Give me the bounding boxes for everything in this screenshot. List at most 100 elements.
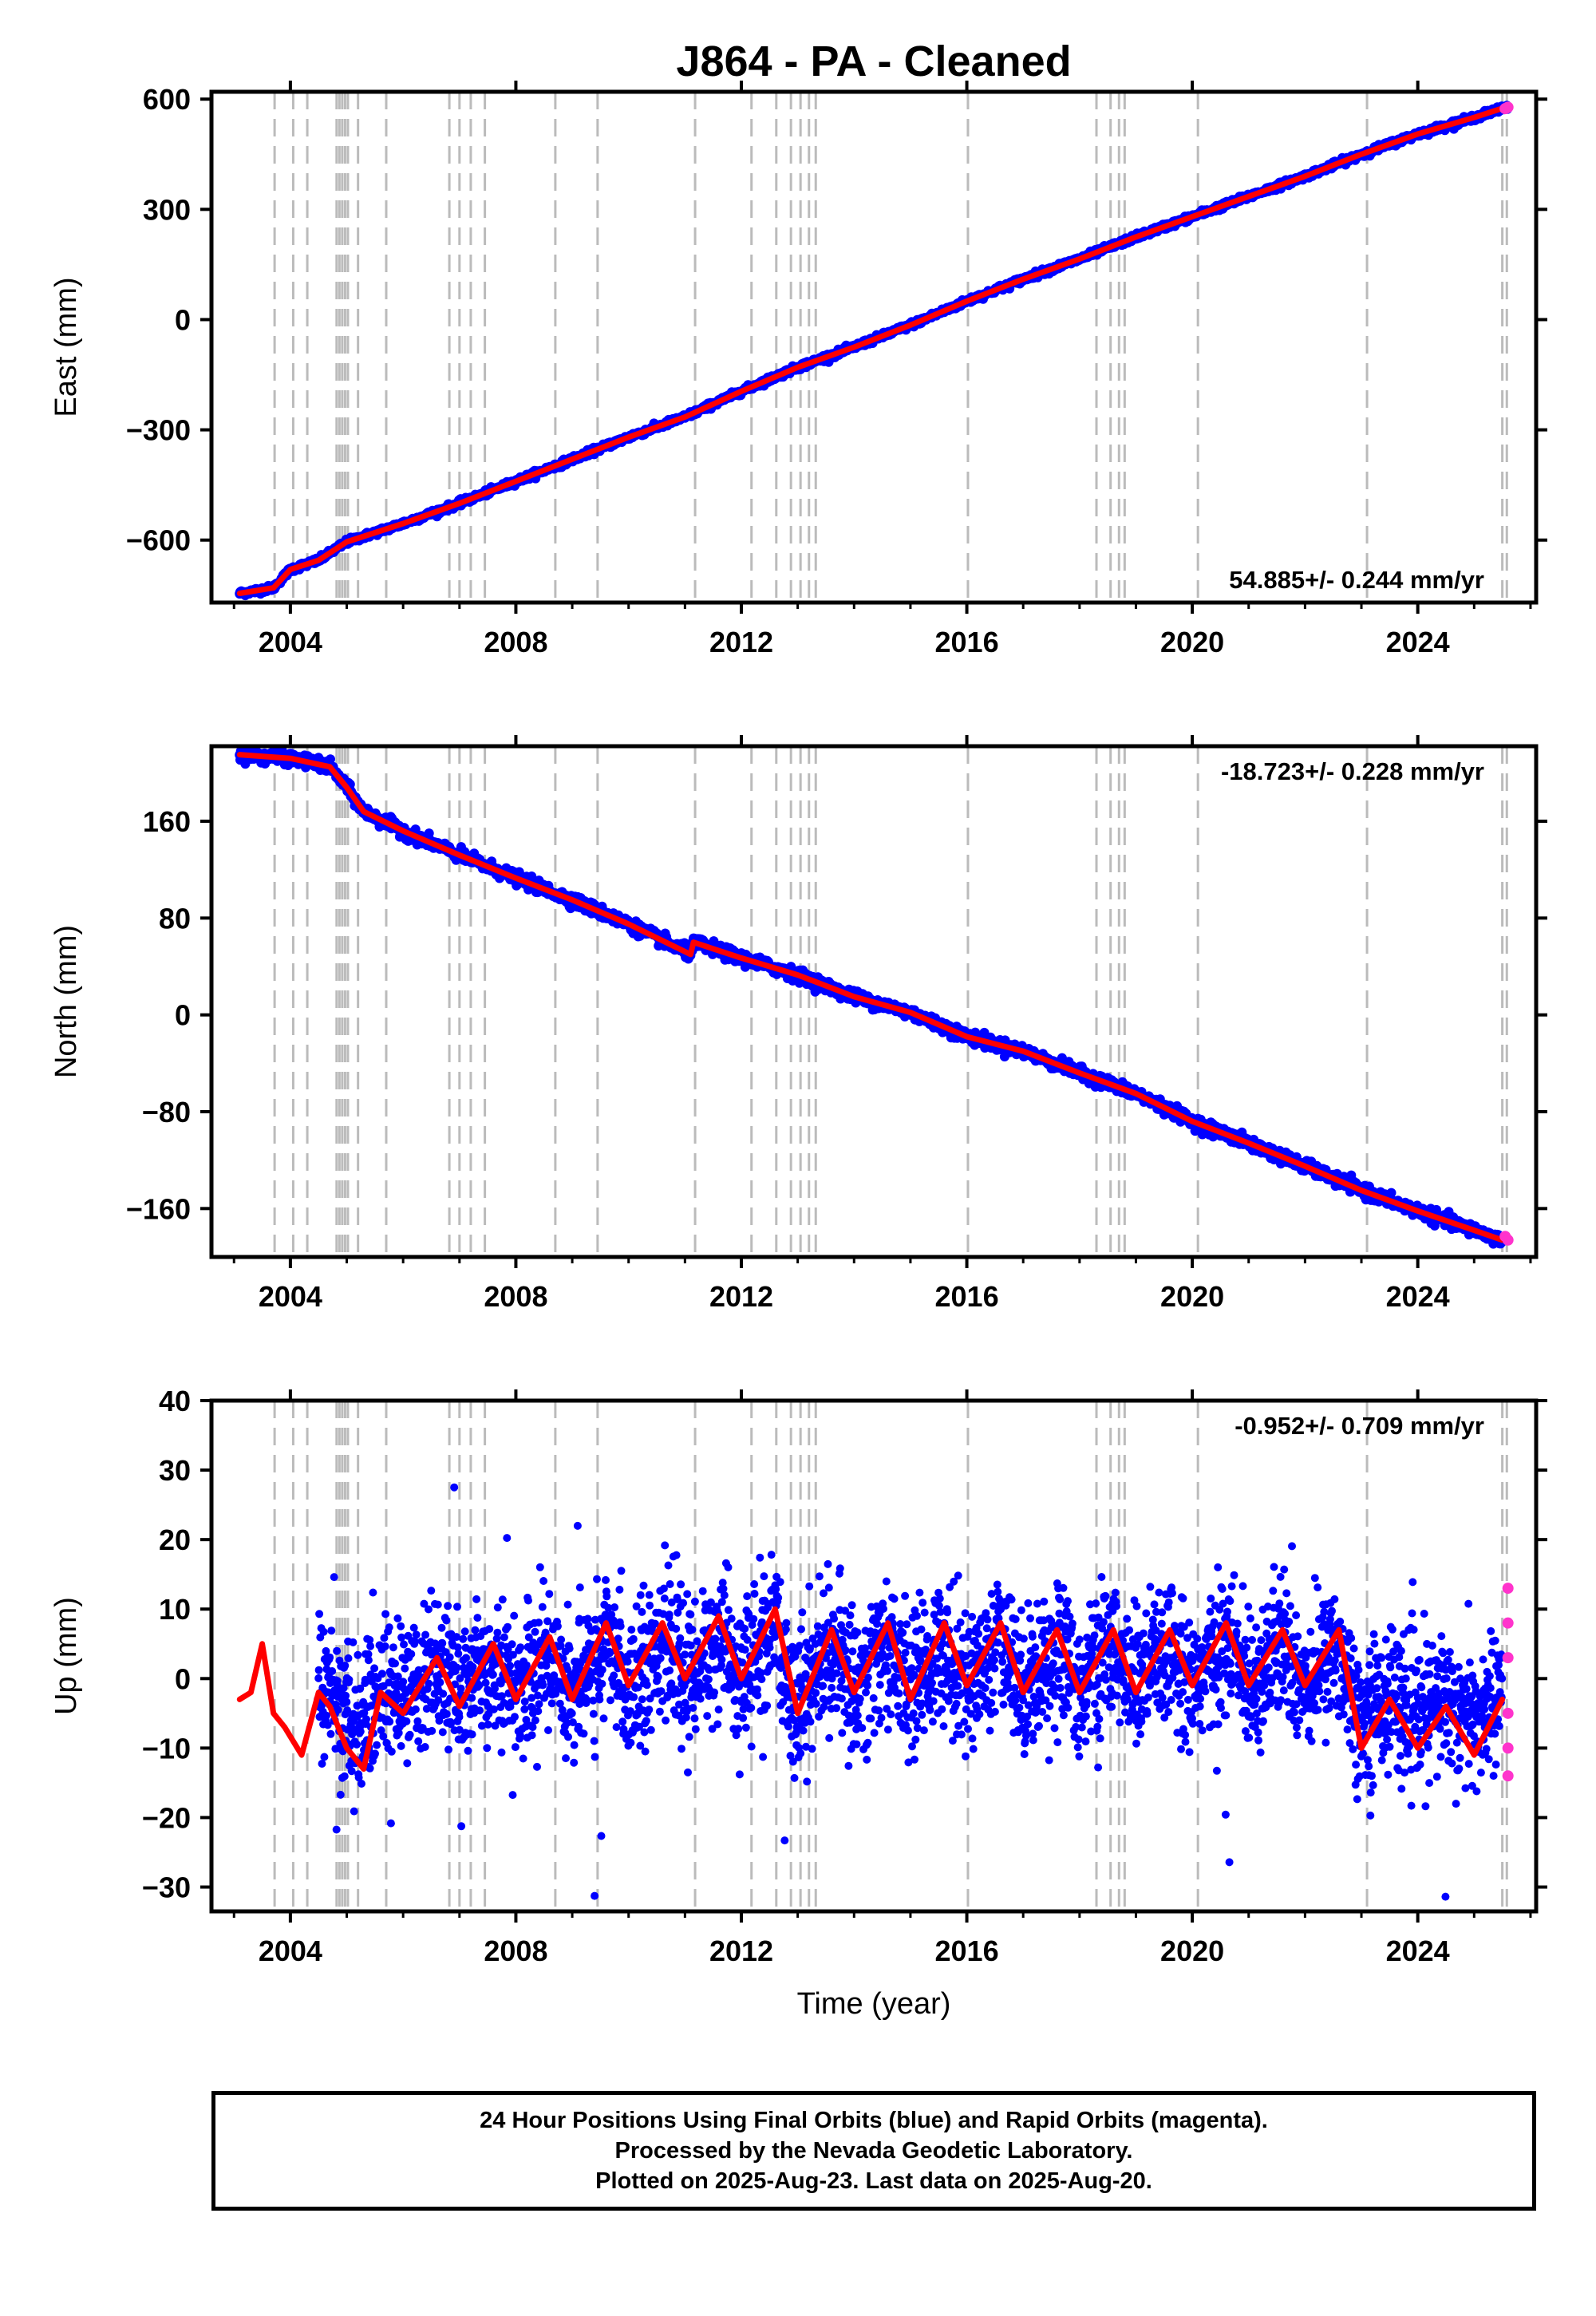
data-point [350,1807,358,1816]
panel-frame-north [209,744,1539,1259]
data-point [403,1759,412,1768]
data-point [358,1780,365,1788]
data-point [333,1677,342,1686]
data-point [342,1697,351,1706]
data-point [364,1656,373,1665]
data-point [332,1825,341,1834]
data-point [336,1790,345,1799]
panels-group: 2004 2008 2012 2016 2020 20246003000−300−600E… [49,81,1547,2021]
data-point [389,1643,397,1652]
panel-east: 2004 2008 2012 2016 2020 20246003000−300−600E… [49,81,1547,658]
figure-title: J864 - PA - Cleaned [676,38,1071,85]
data-point [353,1740,361,1749]
x-tick-label: 2008 [484,626,547,658]
data-point [397,1622,405,1630]
data-point [345,1675,354,1684]
data-point [327,1626,336,1635]
model-fit-line-east [236,103,1511,596]
final-orbit-points-up [314,1483,1507,1901]
data-point [399,1678,408,1686]
x-tick-label: 2008 [484,1280,547,1313]
x-tick-label: 2016 [935,626,999,658]
data-point [328,1667,337,1675]
data-point [322,1646,330,1655]
y-tick-label: 80 [159,902,191,935]
x-tick-label: 2020 [1160,1280,1224,1313]
data-point [322,1711,330,1720]
data-point [330,1573,338,1582]
data-point [385,1717,394,1726]
x-tick-label: 2004 [259,626,322,658]
panel-north: 2004 2008 2012 2016 2020 2024160800−80−160Nor… [49,735,1547,1313]
data-point [326,1653,334,1662]
data-point [334,1705,342,1714]
rate-label-east: 54.885+/- 0.244 mm/yr [1229,566,1484,594]
panel-frame-east [209,89,1539,605]
model-fit-line-north [236,752,1506,1243]
panel-up: 2004 2008 2012 2016 2020 2024403020100−10−20−… [49,1385,1547,2021]
data-point [401,1664,409,1673]
data-point [318,1760,326,1768]
data-point [387,1747,396,1756]
data-point [381,1610,390,1618]
y-tick-label: 600 [143,83,191,116]
x-tick-label: 2020 [1160,626,1224,658]
data-point [356,1684,365,1693]
data-point [381,1642,389,1650]
data-point [314,1666,323,1674]
data-point [361,1675,369,1684]
final-orbit-points-east [235,101,1513,601]
data-point [393,1614,402,1622]
data-point [364,1650,373,1658]
data-point [360,1709,369,1717]
y-tick-label: 300 [143,193,191,226]
data-point [354,1773,363,1782]
plot-area-east [235,92,1514,603]
data-point [397,1741,405,1750]
y-axis-title-north: North (mm) [49,925,83,1078]
rapid-orbit-point [1502,101,1514,113]
data-point [340,1772,349,1780]
data-point [326,1729,335,1738]
data-point [371,1749,379,1758]
data-point [377,1726,385,1735]
y-tick-label: 0 [175,303,191,336]
data-point [319,1627,328,1636]
data-point [349,1638,358,1646]
y-tick-label: −600 [126,524,191,557]
data-point [380,1634,389,1642]
data-point [394,1729,403,1737]
data-point [370,1664,379,1673]
x-tick-label: 2004 [259,1280,322,1313]
data-point [400,1640,408,1649]
data-point [323,1721,332,1729]
y-axis-title-east: East (mm) [49,277,83,417]
data-point [342,1691,350,1700]
data-point [333,1646,342,1655]
data-point [341,1662,350,1670]
data-point [393,1672,402,1681]
y-tick-label: −160 [126,1192,191,1225]
plot-area-up [236,1401,1514,1911]
data-point [356,1727,365,1736]
data-point [397,1633,406,1642]
data-point [391,1659,399,1668]
data-point [344,1654,353,1662]
data-point [1386,1188,1396,1198]
data-point [314,1674,323,1682]
x-tick-label: 2012 [709,626,773,658]
data-point [347,1767,356,1776]
x-tick-label: 2016 [935,1280,999,1313]
rate-label-north: -18.723+/- 0.228 mm/yr [1221,757,1484,785]
data-point [369,1588,377,1597]
rapid-orbit-point [1502,1234,1514,1246]
data-point [379,1732,388,1741]
data-point [315,1610,324,1618]
data-point [373,1741,381,1749]
data-point [679,938,689,948]
data-point [366,1642,375,1650]
data-point [385,1623,393,1632]
data-point [362,1715,370,1724]
